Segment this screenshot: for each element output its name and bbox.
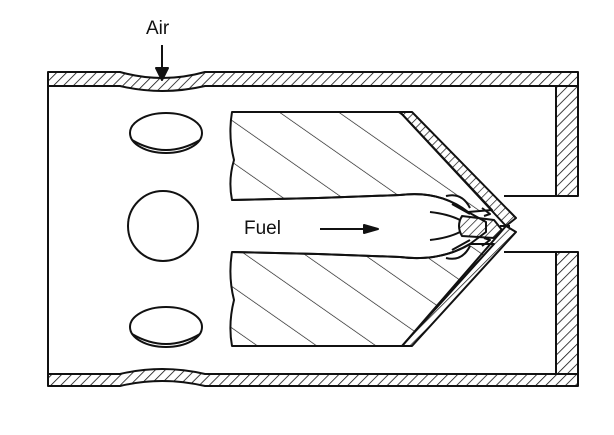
bottom-wall bbox=[47, 368, 579, 387]
air-hole-bottom bbox=[129, 306, 203, 348]
air-hole-top bbox=[129, 112, 203, 154]
cone-shell bbox=[399, 111, 517, 347]
swirler-tip bbox=[429, 194, 510, 260]
air-arrow bbox=[155, 45, 169, 81]
top-wall bbox=[47, 71, 579, 92]
fuel-arrow bbox=[320, 224, 379, 234]
fuel-label: Fuel bbox=[244, 218, 281, 239]
right-wall-upper bbox=[555, 85, 579, 197]
right-wall-lower bbox=[555, 251, 579, 375]
air-hole-middle bbox=[127, 190, 199, 262]
air-label: Air bbox=[146, 18, 170, 39]
